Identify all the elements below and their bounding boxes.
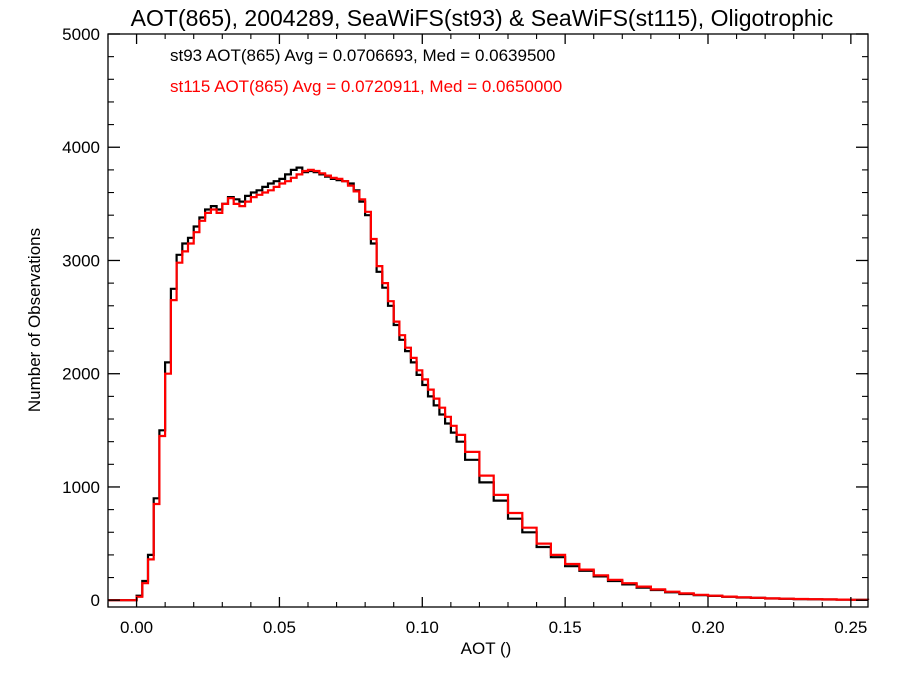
y-axis-label: Number of Observations xyxy=(25,228,44,412)
x-tick-label: 0.25 xyxy=(834,618,867,637)
series-line-st93 xyxy=(108,166,870,602)
x-tick-label: 0.15 xyxy=(549,618,582,637)
x-tick-label: 0.00 xyxy=(120,618,153,637)
y-tick-label: 4000 xyxy=(62,138,100,157)
plot-frame xyxy=(107,33,869,608)
y-tick-label: 1000 xyxy=(62,478,100,497)
x-tick-label: 0.05 xyxy=(263,618,296,637)
x-axis: 0.00 0.05 0.10 0.15 0.20 0.25 xyxy=(107,34,867,637)
chart-title: AOT(865), 2004289, SeaWiFS(st93) & SeaWi… xyxy=(131,5,834,31)
y-tick-label: 3000 xyxy=(62,251,100,270)
series-layer xyxy=(108,166,870,602)
x-tick-label: 0.20 xyxy=(691,618,724,637)
legend-entry-st93: st93 AOT(865) Avg = 0.0706693, Med = 0.0… xyxy=(170,46,555,65)
y-tick-label: 0 xyxy=(91,591,100,610)
y-tick-label: 2000 xyxy=(62,365,100,384)
x-axis-label: AOT () xyxy=(461,639,512,658)
series-line-st115 xyxy=(108,168,870,602)
x-tick-label: 0.10 xyxy=(406,618,439,637)
y-axis: 0 1000 2000 3000 4000 5000 xyxy=(62,25,868,610)
y-tick-label: 5000 xyxy=(62,25,100,44)
legend-entry-st115: st115 AOT(865) Avg = 0.0720911, Med = 0.… xyxy=(170,77,562,96)
